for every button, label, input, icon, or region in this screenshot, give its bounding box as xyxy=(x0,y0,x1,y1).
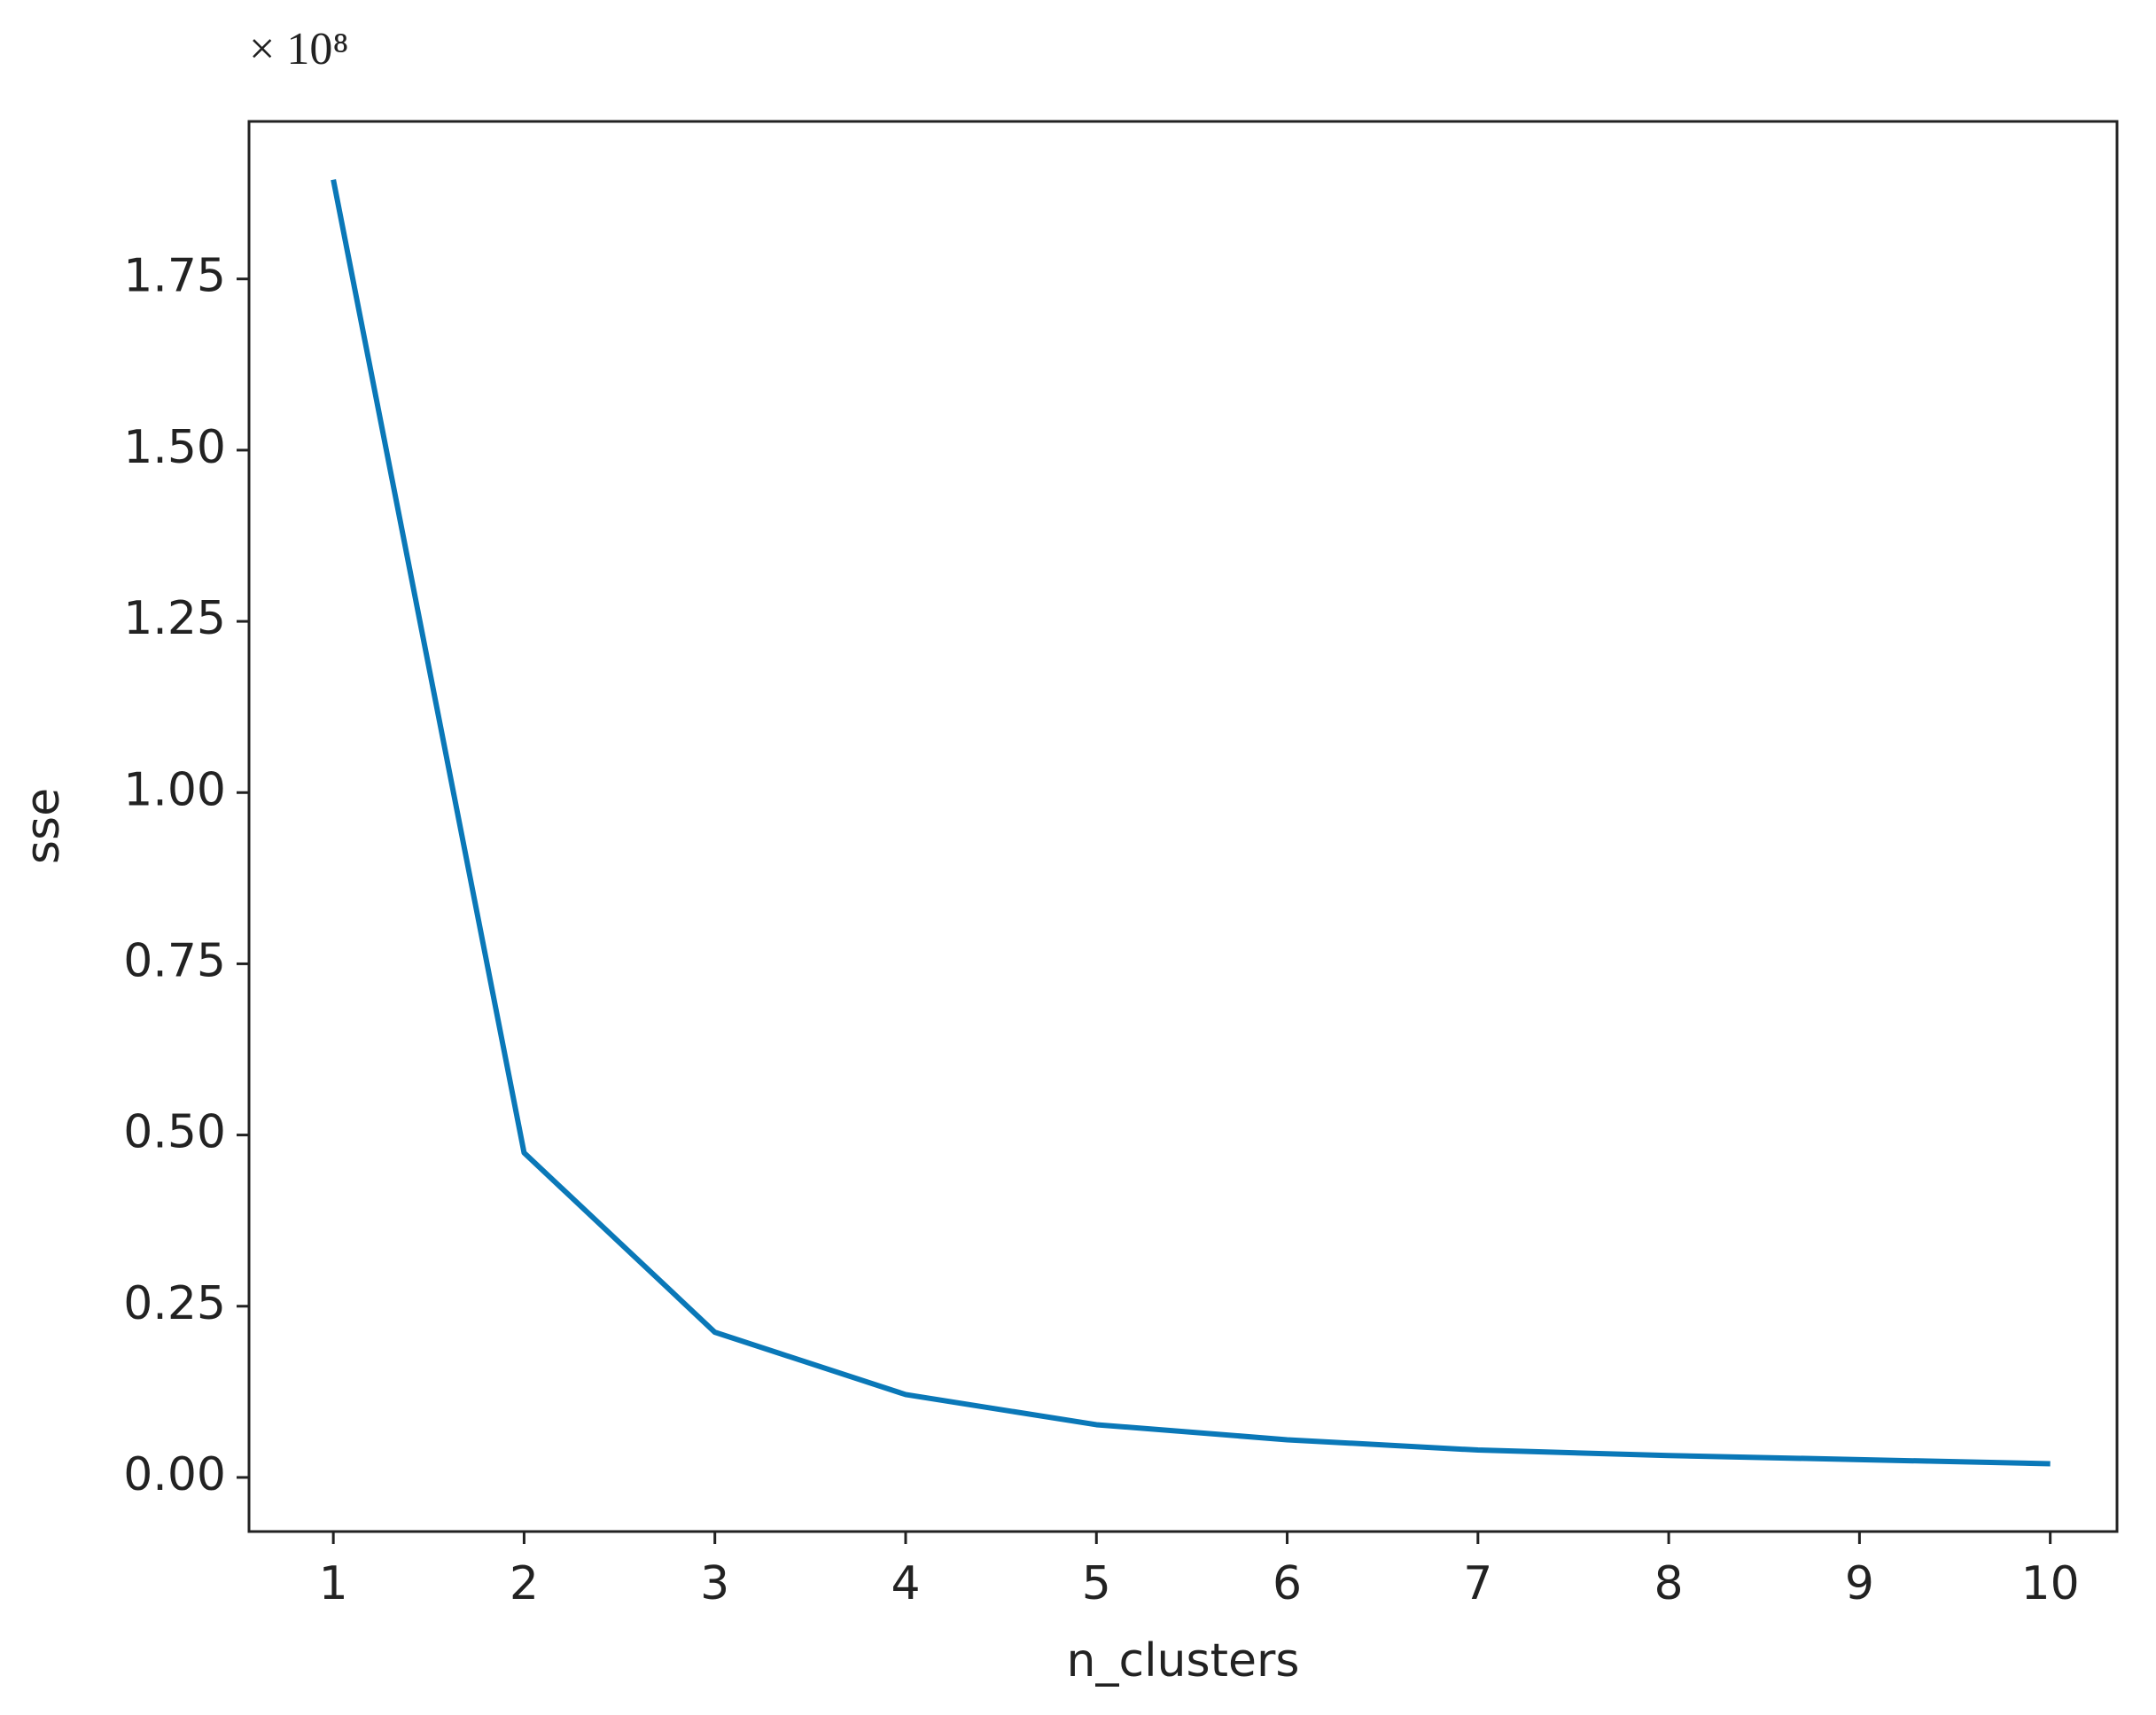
y-tick-label: 0.25 xyxy=(123,1277,226,1330)
x-tick-label: 9 xyxy=(1845,1557,1874,1610)
x-tick-label: 3 xyxy=(700,1557,729,1610)
x-axis-label: n_clusters xyxy=(1067,1634,1300,1688)
y-tick-label: 1.25 xyxy=(123,592,226,645)
y-tick-label: 0.75 xyxy=(123,934,226,987)
y-axis-label: sse xyxy=(17,788,70,864)
data-line xyxy=(331,179,2051,1467)
x-tick-label: 8 xyxy=(1654,1557,1684,1610)
y-tick-label: 1.50 xyxy=(123,421,226,474)
x-tick-label: 2 xyxy=(510,1557,539,1610)
x-tick-label: 4 xyxy=(891,1557,920,1610)
y-tick-label: 0.00 xyxy=(123,1448,226,1501)
x-tick-label: 6 xyxy=(1273,1557,1302,1610)
axes-frame xyxy=(247,120,2119,1533)
x-tick-label: 5 xyxy=(1082,1557,1111,1610)
y-tick-label: 0.50 xyxy=(123,1106,226,1159)
x-tick-label: 10 xyxy=(2021,1557,2080,1610)
x-tick-label: 7 xyxy=(1463,1557,1492,1610)
y-tick-label: 1.00 xyxy=(123,763,226,816)
y-tick-label: 1.75 xyxy=(123,250,226,303)
x-tick-label: 1 xyxy=(319,1557,348,1610)
y-offset-text: × 10⁸ xyxy=(249,24,348,74)
